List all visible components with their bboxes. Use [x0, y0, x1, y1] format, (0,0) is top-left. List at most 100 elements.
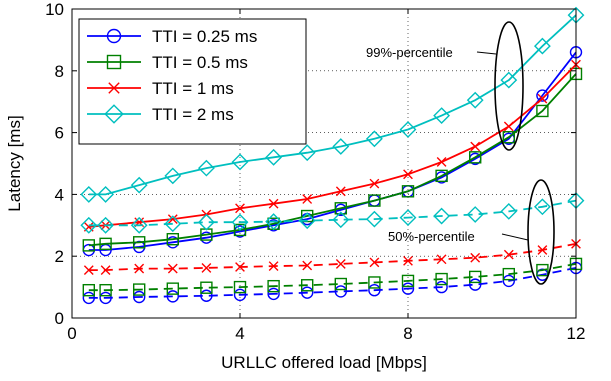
data-point — [166, 233, 180, 246]
data-point — [164, 215, 182, 233]
series-line — [88, 263, 577, 292]
annotation-50-percentile: 50%-percentile — [388, 229, 475, 244]
data-point — [334, 285, 347, 298]
data-point — [469, 151, 482, 164]
data-point — [132, 290, 146, 304]
data-point — [82, 283, 96, 297]
plot-frame — [71, 8, 577, 319]
data-point — [167, 263, 178, 274]
data-point — [99, 237, 112, 251]
data-point — [197, 159, 215, 177]
y-tick-label: 2 — [55, 247, 64, 266]
data-point — [502, 267, 515, 281]
data-point — [536, 263, 549, 277]
x-axis-label: URLLC offered load [Mbps] — [221, 353, 427, 372]
data-point — [235, 262, 245, 272]
data-point — [365, 130, 383, 148]
data-point — [368, 276, 381, 289]
data-point — [301, 286, 314, 299]
data-point — [334, 202, 347, 215]
data-point — [466, 206, 484, 223]
data-point — [200, 281, 213, 294]
annotations: 99%-percentile 50%-percentile — [366, 21, 555, 285]
data-point — [302, 194, 313, 204]
data-point — [502, 274, 515, 288]
data-point — [97, 216, 115, 234]
data-point — [80, 216, 98, 234]
legend-marker — [108, 82, 120, 94]
data-point — [500, 71, 518, 89]
data-point — [298, 144, 316, 162]
data-point — [403, 255, 413, 266]
data-point — [401, 274, 415, 288]
data-point — [302, 260, 313, 271]
percentile-ellipse-50 — [527, 179, 555, 285]
legend-marker — [104, 104, 124, 124]
data-point — [231, 153, 249, 171]
legend-marker — [106, 54, 122, 70]
data-point — [167, 214, 178, 225]
data-point — [435, 169, 448, 183]
data-point — [335, 186, 346, 197]
series-50th-tti-x — [83, 238, 581, 275]
y-tick-label: 6 — [55, 124, 64, 143]
percentile-ellipse-99 — [494, 21, 524, 151]
data-point — [164, 167, 182, 185]
data-point — [268, 261, 279, 271]
data-point — [502, 131, 515, 144]
data-point — [533, 198, 551, 216]
data-point — [533, 37, 551, 55]
legend-label: TTI = 2 ms — [152, 105, 234, 124]
data-point — [334, 277, 347, 291]
x-tick-label: 8 — [403, 324, 412, 343]
data-point — [132, 283, 146, 296]
legend-item: TTI = 1 ms — [87, 79, 234, 98]
series-line — [88, 51, 577, 251]
y-tick-label: 0 — [55, 309, 64, 328]
data-point — [235, 203, 245, 214]
series-line — [88, 199, 577, 227]
data-point — [233, 288, 247, 302]
data-point — [130, 176, 148, 194]
data-point — [365, 210, 383, 228]
data-point — [469, 270, 482, 284]
data-point — [197, 213, 215, 231]
data-point — [83, 265, 94, 275]
legend-label: TTI = 0.25 ms — [152, 27, 257, 46]
data-point — [537, 93, 548, 104]
data-point — [265, 148, 283, 166]
legend-item: TTI = 2 ms — [87, 104, 234, 124]
data-point — [470, 252, 481, 263]
series-50th-tti-square — [82, 257, 583, 297]
data-point — [267, 287, 280, 301]
data-point — [369, 257, 380, 268]
data-point — [470, 141, 481, 152]
y-tick-label: 4 — [55, 185, 64, 204]
y-axis-label: Latency [ms] — [5, 115, 24, 211]
data-point — [332, 138, 350, 155]
legend: TTI = 0.25 ms TTI = 0.5 ms TTI = 1 ms TTI =… — [78, 18, 307, 145]
annotation-leader-50 — [501, 233, 529, 241]
legend-item: TTI = 0.25 ms — [87, 27, 257, 46]
data-point — [166, 290, 180, 303]
data-point — [233, 223, 247, 237]
data-point — [97, 185, 115, 203]
data-point — [99, 283, 112, 297]
data-point — [503, 249, 514, 260]
data-point — [100, 265, 111, 275]
data-point — [82, 291, 96, 305]
data-point — [265, 213, 283, 231]
series-line — [88, 63, 577, 228]
data-point — [469, 278, 482, 291]
series-50th-tti-diamond — [80, 192, 585, 234]
data-point — [503, 121, 514, 132]
x-tick-label: 0 — [67, 324, 76, 343]
data-point — [99, 291, 112, 305]
annotation-99-percentile: 99%-percentile — [366, 45, 453, 60]
data-point — [435, 272, 448, 286]
data-point — [301, 279, 314, 292]
data-point — [368, 194, 381, 207]
data-point — [201, 263, 212, 273]
y-tick-label: 10 — [45, 0, 64, 19]
